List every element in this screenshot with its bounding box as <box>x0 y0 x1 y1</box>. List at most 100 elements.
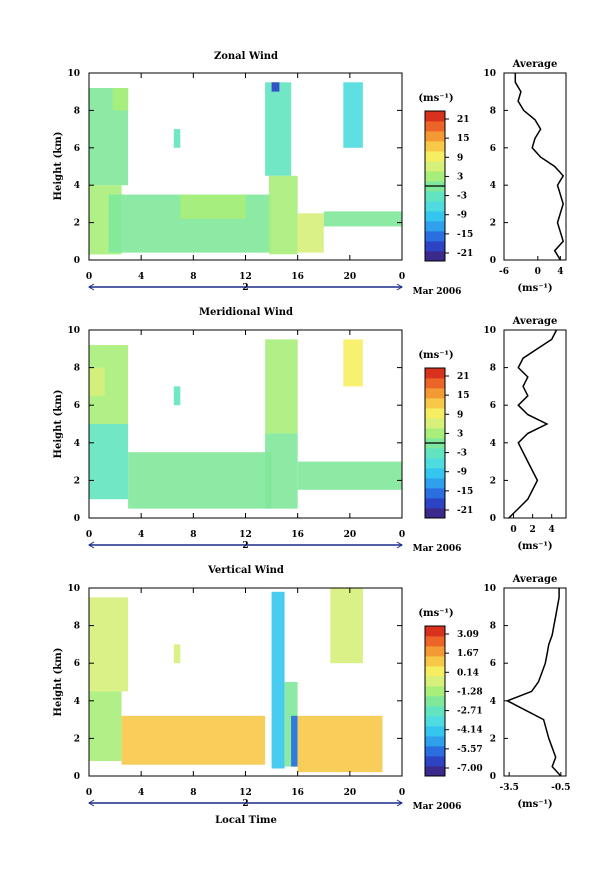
vertical-wind-x-axis: 0 4 8 12 16 20 0 <box>86 588 405 798</box>
zonal-wind-average-unit-label: (ms⁻¹) <box>517 283 552 294</box>
zonal-wind-colorbar-segment-3 <box>425 221 445 232</box>
zonal-wind-colorbar-segment-5 <box>425 201 445 212</box>
meridional-wind-ytick-label-4: 8 <box>74 364 80 374</box>
vertical-wind-average-ytick-label-5: 10 <box>483 584 496 594</box>
meridional-wind-colorbar: 21 15 9 3 -3 -9 -15 -21 <box>424 367 473 519</box>
zonal-wind-region-8 <box>269 175 298 255</box>
meridional-wind-average-xtick-label-0: 0 <box>510 525 516 535</box>
meridional-wind-average-ytick-label-1: 2 <box>490 476 496 486</box>
zonal-wind-colorbar-segment-12 <box>425 131 445 142</box>
zonal-wind-xtick-label-4: 16 <box>291 272 304 282</box>
meridional-wind-average-ytick-label-3: 6 <box>490 401 496 411</box>
meridional-wind-ytick-label-2: 4 <box>74 439 80 449</box>
vertical-wind-region-4 <box>271 591 285 769</box>
vertical-wind-colorbar-segment-10 <box>425 666 445 677</box>
meridional-wind-average-unit-label: (ms⁻¹) <box>517 541 552 552</box>
vertical-wind-xtick-label-3: 12 <box>239 788 252 798</box>
zonal-wind-date-arrow-left <box>88 283 95 291</box>
zonal-wind-average-frame <box>503 72 567 261</box>
vertical-wind-y-axis: 0 2 4 6 8 10 <box>67 584 402 782</box>
meridional-wind-colorbar-segment-0 <box>425 508 445 519</box>
meridional-wind-date-bar: 2 <box>88 541 403 551</box>
vertical-wind-average-ytick-label-0: 0 <box>490 772 496 782</box>
zonal-wind-colorbar-label-4: -3 <box>457 192 467 202</box>
zonal-wind-average-ytick-label-3: 6 <box>490 144 496 154</box>
vertical-wind-average-ytick-label-3: 6 <box>490 659 496 669</box>
meridional-wind-ytick-label-1: 2 <box>74 476 80 486</box>
zonal-wind-colorbar-segment-10 <box>425 151 445 162</box>
meridional-wind-colorbar-label-2: 9 <box>457 410 463 420</box>
vertical-wind-unit-label: (ms⁻¹) <box>418 608 453 619</box>
meridional-wind-title: Meridional Wind <box>199 307 293 318</box>
meridional-wind-date-arrow-left <box>88 541 95 549</box>
zonal-wind-ytick-label-1: 2 <box>74 219 80 229</box>
zonal-wind-region-10 <box>323 211 403 227</box>
meridional-wind-colorbar-label-4: -3 <box>457 449 467 459</box>
vertical-wind-colorbar-segment-11 <box>425 656 445 667</box>
meridional-wind-month-label: Mar 2006 <box>413 544 462 554</box>
meridional-wind-colorbar-segment-8 <box>425 428 445 439</box>
vertical-wind-regions <box>89 588 383 773</box>
zonal-wind-xtick-label-1: 4 <box>138 272 144 282</box>
meridional-wind-region-6 <box>265 433 298 509</box>
vertical-wind-average-ytick-label-4: 8 <box>490 622 496 632</box>
zonal-wind-y-axis: 0 2 4 6 8 10 <box>67 69 402 266</box>
local-time-xlabel: Local Time <box>215 815 277 826</box>
vertical-wind-average-panel: Average 0 2 4 6 8 10 -3.5 -0.5 (ms⁻¹) <box>483 574 570 810</box>
zonal-wind-colorbar-segment-14 <box>425 111 445 122</box>
vertical-wind-region-0 <box>89 597 129 692</box>
vertical-wind-xtick-label-4: 16 <box>291 788 304 798</box>
meridional-wind-region-2 <box>89 424 129 500</box>
vertical-wind-colorbar-segment-4 <box>425 726 445 737</box>
vertical-wind-region-1 <box>89 691 122 761</box>
zonal-wind-region-1 <box>112 88 129 111</box>
zonal-wind-average-xtick-label-0: -6 <box>499 267 509 277</box>
zonal-wind-title: Zonal Wind <box>214 51 278 62</box>
zonal-wind-colorbar-label-6: -15 <box>457 230 473 240</box>
vertical-wind-average-ytick-label-1: 2 <box>490 734 496 744</box>
meridional-wind-colorbar-label-3: 3 <box>457 429 463 439</box>
meridional-wind-ytick-label-0: 0 <box>74 514 80 524</box>
vertical-wind-colorbar-segment-0 <box>425 766 445 777</box>
zonal-wind-region-9 <box>297 213 324 253</box>
vertical-wind-average-xtick-label-1: -0.5 <box>551 783 570 793</box>
meridional-wind-colorbar-segment-4 <box>425 468 445 479</box>
zonal-wind-colorbar-label-1: 15 <box>457 134 470 144</box>
vertical-wind-ytick-label-1: 2 <box>74 734 80 744</box>
meridional-wind-colorbar-label-0: 21 <box>457 372 470 382</box>
zonal-wind-average-ytick-label-4: 8 <box>490 106 496 116</box>
zonal-wind-ytick-label-5: 10 <box>67 69 80 79</box>
meridional-wind-average-frame <box>503 329 567 519</box>
zonal-wind-ytick-label-4: 8 <box>74 106 80 116</box>
meridional-wind-average-ytick-label-0: 0 <box>490 514 496 524</box>
zonal-wind-average-xtick-label-2: 4 <box>557 267 563 277</box>
meridional-wind-colorbar-label-5: -9 <box>457 468 467 478</box>
vertical-wind-colorbar-frame <box>424 625 446 777</box>
zonal-wind-region-4 <box>180 194 246 219</box>
vertical-wind-xtick-label-5: 20 <box>344 788 357 798</box>
zonal-wind-unit-label: (ms⁻¹) <box>418 93 453 104</box>
vertical-wind-colorbar-segment-7 <box>425 696 445 707</box>
meridional-wind-xtick-label-0: 0 <box>86 530 92 540</box>
meridional-wind-ytick-label-3: 6 <box>74 401 80 411</box>
meridional-wind-xtick-label-2: 8 <box>190 530 196 540</box>
zonal-wind-average-profile-line <box>514 73 565 261</box>
meridional-wind-average-xtick-label-2: 4 <box>549 525 555 535</box>
meridional-wind-unit-label: (ms⁻¹) <box>418 350 453 361</box>
vertical-wind-average-ytick-label-2: 4 <box>490 697 496 707</box>
meridional-wind-colorbar-segment-6 <box>425 448 445 459</box>
zonal-wind-colorbar-label-7: -21 <box>457 249 473 259</box>
meridional-wind-ytick-label-5: 10 <box>67 326 80 336</box>
zonal-wind-average-title: Average <box>512 59 558 70</box>
zonal-wind-average-ytick-label-0: 0 <box>490 256 496 266</box>
vertical-wind-region-8 <box>330 588 363 664</box>
zonal-wind-colorbar-segment-13 <box>425 121 445 132</box>
vertical-wind-colorbar-label-6: -5.57 <box>457 745 483 755</box>
zonal-wind-ytick-label-2: 4 <box>74 181 80 191</box>
vertical-wind-colorbar-label-3: -1.28 <box>457 687 483 697</box>
